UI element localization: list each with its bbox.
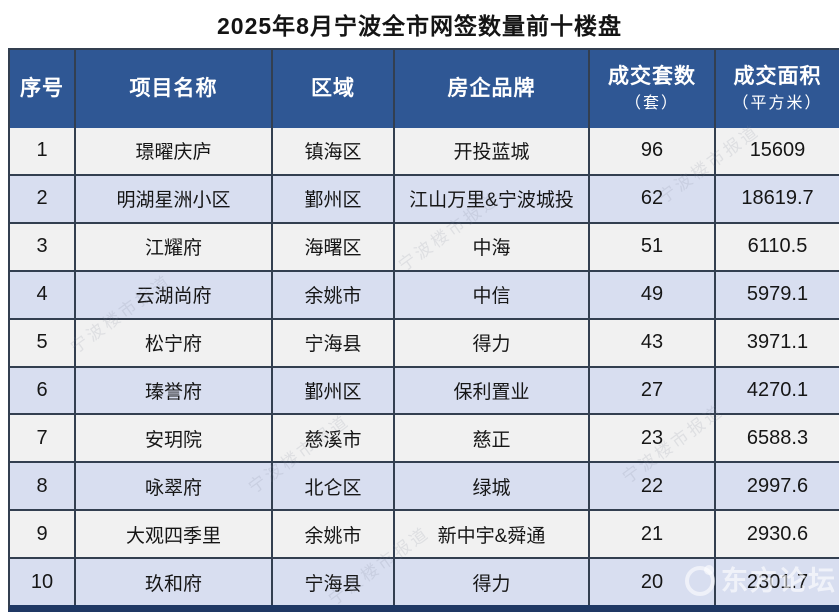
table-cell: 云湖尚府 — [76, 271, 273, 318]
table-cell: 8 — [10, 463, 76, 510]
table-row: 6 瑧誉府 鄞州区 保利置业 27 4270.1 — [10, 367, 839, 416]
table-cell: 得力 — [395, 319, 590, 366]
table-cell: 江耀府 — [76, 223, 273, 270]
table-row: 3 江耀府 海曙区 中海 51 6110.5 — [10, 223, 839, 272]
column-header: 房企品牌 — [395, 50, 590, 128]
column-header-label: 成交面积 — [733, 65, 822, 89]
table-cell: 开投蓝城 — [395, 128, 590, 174]
table-header-row: 序号 项目名称 区域 房企品牌 成交套数 （套） 成交面积 （平方米） — [10, 50, 839, 128]
table-cell: 3 — [10, 223, 76, 270]
table-cell: 2 — [10, 175, 76, 222]
table-cell: 江山万里&宁波城投 — [395, 175, 590, 222]
table-row: 2 明湖星洲小区 鄞州区 江山万里&宁波城投 62 18619.7 — [10, 175, 839, 224]
table-cell: 中信 — [395, 271, 590, 318]
table-cell: 3971.1 — [716, 319, 839, 366]
table-cell: 5979.1 — [716, 271, 839, 318]
table-cell: 96 — [590, 128, 716, 174]
table-row: 1 璟曜庆庐 镇海区 开投蓝城 96 15609 — [10, 128, 839, 176]
table-cell: 慈溪市 — [273, 415, 395, 462]
ranking-table: 序号 项目名称 区域 房企品牌 成交套数 （套） 成交面积 （平方米） 1 璟曜庆庐 镇海区 开投蓝… — [8, 48, 839, 612]
table-cell: 2997.6 — [716, 463, 839, 510]
column-header-label: 项目名称 — [129, 76, 218, 100]
table-cell: 6 — [10, 367, 76, 414]
table-cell: 10 — [10, 559, 76, 606]
column-header-label: 序号 — [20, 76, 64, 100]
table-cell: 咏翠府 — [76, 463, 273, 510]
table-cell: 新中宇&舜通 — [395, 511, 590, 558]
column-header: 序号 — [10, 50, 76, 128]
table-row: 9 大观四季里 余姚市 新中宇&舜通 21 2930.6 — [10, 511, 839, 560]
table-cell: 余姚市 — [273, 271, 395, 318]
table-cell: 6110.5 — [716, 223, 839, 270]
table-body: 1 璟曜庆庐 镇海区 开投蓝城 96 15609 2 明湖星洲小区 鄞州区 江山万里&宁波城投 62… — [10, 128, 839, 606]
table-cell: 保利置业 — [395, 367, 590, 414]
table-cell: 瑧誉府 — [76, 367, 273, 414]
table-cell: 璟曜庆庐 — [76, 128, 273, 174]
table-cell: 鄞州区 — [273, 367, 395, 414]
table-cell: 2930.6 — [716, 511, 839, 558]
table-cell: 镇海区 — [273, 128, 395, 174]
column-header-label: 房企品牌 — [447, 76, 536, 100]
page-title: 2025年8月宁波全市网签数量前十楼盘 — [217, 13, 622, 39]
table-row: 10 玖和府 宁海县 得力 20 2301.7 — [10, 559, 839, 606]
column-header: 成交套数 （套） — [590, 50, 716, 128]
table-cell: 51 — [590, 223, 716, 270]
table-cell: 4 — [10, 271, 76, 318]
table-cell: 中海 — [395, 223, 590, 270]
table-cell: 9 — [10, 511, 76, 558]
table-row: 7 安玥院 慈溪市 慈正 23 6588.3 — [10, 415, 839, 464]
table-cell: 15609 — [716, 128, 839, 174]
table-cell: 松宁府 — [76, 319, 273, 366]
table-cell: 2301.7 — [716, 559, 839, 606]
table-cell: 绿城 — [395, 463, 590, 510]
table-cell: 21 — [590, 511, 716, 558]
column-header: 区域 — [273, 50, 395, 128]
table-cell: 43 — [590, 319, 716, 366]
table-cell: 62 — [590, 175, 716, 222]
table-cell: 49 — [590, 271, 716, 318]
table-cell: 6588.3 — [716, 415, 839, 462]
table-cell: 得力 — [395, 559, 590, 606]
table-cell: 27 — [590, 367, 716, 414]
table-cell: 明湖星洲小区 — [76, 175, 273, 222]
table-cell: 22 — [590, 463, 716, 510]
table-cell: 玖和府 — [76, 559, 273, 606]
column-header-unit: （平方米） — [732, 94, 823, 112]
table-cell: 18619.7 — [716, 175, 839, 222]
table-row: 4 云湖尚府 余姚市 中信 49 5979.1 — [10, 271, 839, 320]
table-cell: 余姚市 — [273, 511, 395, 558]
column-header-label: 区域 — [311, 76, 355, 100]
table-cell: 北仑区 — [273, 463, 395, 510]
column-header: 成交面积 （平方米） — [716, 50, 839, 128]
table-cell: 宁海县 — [273, 559, 395, 606]
table-cell: 鄞州区 — [273, 175, 395, 222]
table-cell: 5 — [10, 319, 76, 366]
table-cell: 4270.1 — [716, 367, 839, 414]
table-cell: 宁海县 — [273, 319, 395, 366]
table-cell: 7 — [10, 415, 76, 462]
table-cell: 海曙区 — [273, 223, 395, 270]
table-cell: 安玥院 — [76, 415, 273, 462]
column-header: 项目名称 — [76, 50, 273, 128]
table-cell: 1 — [10, 128, 76, 174]
table-cell: 慈正 — [395, 415, 590, 462]
column-header-unit: （套） — [624, 94, 679, 112]
column-header-label: 成交套数 — [608, 65, 696, 89]
table-cell: 23 — [590, 415, 716, 462]
table-cell: 大观四季里 — [76, 511, 273, 558]
table-row: 8 咏翠府 北仑区 绿城 22 2997.6 — [10, 463, 839, 512]
table-cell: 20 — [590, 559, 716, 606]
table-row: 5 松宁府 宁海县 得力 43 3971.1 — [10, 319, 839, 368]
